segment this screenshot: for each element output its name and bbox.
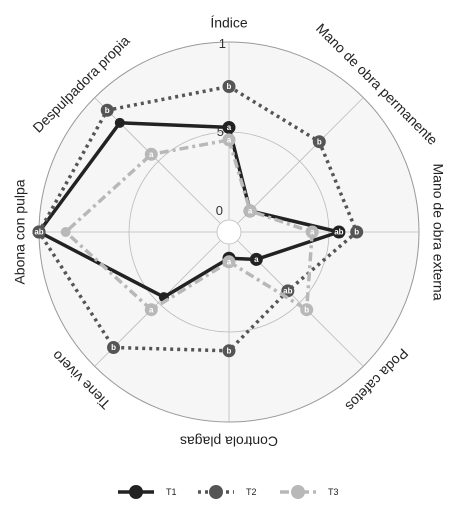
point-T3-0 <box>222 133 236 147</box>
point-T1-7 <box>114 117 125 128</box>
spoke-7 <box>94 97 221 224</box>
point-label-T1-3: a <box>254 255 259 264</box>
point-T3-6 <box>60 227 71 237</box>
spoke-1 <box>237 97 364 224</box>
point-T2-4 <box>222 344 236 358</box>
point-T3-3 <box>300 303 314 317</box>
point-label-T3-3: b <box>304 305 309 314</box>
point-T1-0 <box>222 120 236 134</box>
axis-label-6: Abona con pulpa <box>12 179 28 284</box>
point-T3-4 <box>222 255 236 269</box>
axis-label-0: Índice <box>210 15 248 31</box>
point-T1-2 <box>332 225 346 239</box>
point-T2-5 <box>107 340 121 354</box>
point-label-T3-7: a <box>149 150 154 159</box>
legend-label-T2: T2 <box>246 487 257 497</box>
point-label-T1-2: ab <box>334 228 343 237</box>
point-label-T3-4: a <box>227 257 232 266</box>
point-T2-1 <box>312 135 326 149</box>
point-label-T2-1: b <box>317 137 322 146</box>
legend-label-T3: T3 <box>328 487 339 497</box>
point-T3-5 <box>144 303 158 317</box>
point-label-T2-2: b <box>354 228 359 237</box>
point-T3-7 <box>144 147 158 161</box>
point-label-T3-5: a <box>149 305 154 314</box>
point-T3-2 <box>305 225 319 239</box>
point-label-T2-5: b <box>111 343 116 352</box>
point-T1-3 <box>249 252 263 266</box>
point-label-T2-4: b <box>227 346 232 355</box>
legend-label-T1: T1 <box>166 487 177 497</box>
point-label-T2-7: b <box>105 106 110 115</box>
point-label-T2-3: ab <box>283 286 292 295</box>
point-T3-1 <box>243 204 257 218</box>
point-label-T3-2: a <box>310 228 315 237</box>
point-label-T2-0: b <box>227 82 232 91</box>
legend-marker-T2 <box>209 485 223 499</box>
tick-label-max: 1 <box>219 36 226 51</box>
axis-label-2: Mano de obra externa <box>430 164 446 301</box>
axis-label-4: Controla plagas <box>180 433 278 449</box>
legend: T1 T2 T3 <box>118 485 339 499</box>
tick-label-mid: 5 <box>217 124 224 139</box>
point-label-T2-6: ab <box>34 228 43 237</box>
legend-marker-T1 <box>129 485 143 499</box>
inner-circle <box>216 219 242 245</box>
point-label-T3-1: a <box>248 207 253 216</box>
point-T2-6 <box>32 225 46 239</box>
legend-marker-T3 <box>291 485 305 499</box>
tick-label-min: 0 <box>216 203 223 218</box>
point-T2-0 <box>222 80 236 93</box>
point-label-T1-0: a <box>227 123 232 132</box>
point-T2-2 <box>350 225 364 239</box>
point-label-T3-0: a <box>227 136 232 145</box>
point-T2-7 <box>100 103 114 117</box>
